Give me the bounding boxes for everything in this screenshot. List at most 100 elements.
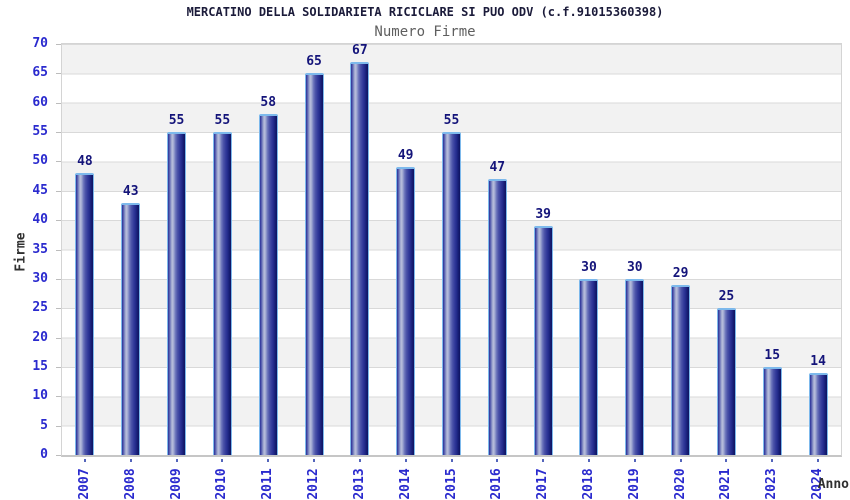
x-tick-mark — [129, 459, 132, 462]
bar-2016 — [487, 179, 507, 455]
x-tick-mark — [542, 459, 545, 462]
bar-value-label: 30 — [626, 259, 643, 275]
x-tick-label: 2015 — [443, 468, 459, 500]
x-tick-mark — [633, 459, 636, 462]
bar-2010 — [212, 132, 232, 455]
y-tick-mark — [56, 103, 61, 104]
x-tick-label: 2021 — [718, 468, 734, 500]
bar-2012 — [304, 73, 324, 455]
bar-value-label: 25 — [718, 289, 735, 305]
y-tick-label: 20 — [32, 329, 48, 345]
y-tick-label: 25 — [32, 300, 48, 316]
y-axis-title: Firme — [13, 232, 29, 272]
x-tick-label: 2011 — [260, 468, 276, 500]
y-tick-mark — [56, 44, 61, 45]
x-tick-label: 2018 — [580, 468, 596, 500]
bar-value-label: 58 — [260, 95, 277, 111]
bar-value-label: 47 — [489, 160, 506, 176]
y-tick-mark — [56, 279, 61, 280]
x-tick-label: 2020 — [672, 468, 688, 500]
x-tick-mark — [817, 459, 820, 462]
x-tick-mark — [496, 459, 499, 462]
x-tick-label: 2017 — [535, 468, 551, 500]
bar-value-label: 55 — [214, 113, 231, 129]
chart-subtitle: Numero Firme — [374, 24, 476, 40]
x-tick-mark — [771, 459, 774, 462]
y-tick-mark — [56, 396, 61, 397]
x-tick-mark — [725, 459, 728, 462]
y-tick-label: 35 — [32, 241, 48, 257]
y-tick-mark — [56, 455, 61, 456]
x-tick-label: 2008 — [122, 468, 138, 500]
bar-value-label: 48 — [77, 154, 93, 170]
bar-2021 — [716, 308, 736, 455]
bar-value-label: 67 — [352, 42, 368, 58]
bar-value-label: 30 — [581, 259, 597, 275]
y-tick-label: 0 — [40, 447, 48, 462]
x-tick-mark — [404, 459, 407, 462]
y-tick-mark — [56, 426, 61, 427]
y-tick-label: 70 — [32, 36, 48, 51]
y-tick-label: 65 — [32, 65, 48, 81]
bar-2013 — [350, 61, 370, 455]
bar-2024 — [808, 372, 828, 455]
y-tick-mark — [56, 132, 61, 133]
x-tick-label: 2007 — [76, 468, 92, 500]
x-tick-mark — [83, 459, 86, 462]
y-tick-mark — [56, 161, 61, 162]
bar-2019 — [625, 278, 645, 455]
bar-value-label: 55 — [168, 113, 185, 129]
x-tick-mark — [221, 459, 224, 462]
bar-2018 — [579, 278, 599, 455]
bar-2015 — [442, 132, 461, 455]
x-tick-label: 2019 — [626, 468, 642, 500]
x-tick-label: 2014 — [397, 468, 413, 500]
x-tick-label: 2023 — [764, 468, 780, 500]
bar-value-label: 14 — [810, 353, 826, 369]
y-tick-label: 10 — [32, 388, 48, 404]
y-tick-mark — [56, 220, 61, 221]
x-tick-mark — [450, 459, 453, 462]
x-tick-mark — [358, 459, 361, 462]
bar-2020 — [671, 284, 691, 455]
y-tick-label: 40 — [32, 212, 48, 228]
chart-title: MERCATINO DELLA SOLIDARIETA RICICLARE SI… — [186, 5, 664, 19]
y-tick-mark — [56, 338, 61, 339]
x-tick-label: 2016 — [489, 468, 505, 500]
x-tick-label: 2009 — [168, 468, 184, 500]
y-tick-label: 5 — [40, 417, 48, 433]
bar-value-label: 49 — [397, 148, 414, 164]
bar-value-label: 15 — [764, 347, 781, 363]
bar-value-label: 39 — [535, 207, 551, 223]
x-tick-label: 2013 — [351, 468, 367, 500]
y-tick-label: 15 — [32, 358, 48, 374]
x-axis-title: Anno — [817, 477, 849, 492]
y-tick-label: 60 — [32, 94, 48, 110]
y-tick-mark — [56, 367, 61, 368]
y-tick-label: 30 — [32, 270, 48, 286]
bar-value-label: 29 — [672, 265, 689, 281]
bar-2014 — [396, 167, 416, 455]
bar-2011 — [258, 114, 278, 455]
y-tick-label: 50 — [32, 153, 48, 169]
x-tick-label: 2012 — [306, 468, 322, 500]
plot-area: 48 43 55 55 58 65 67 49 55 47 39 30 30 29 25 15 14 — [61, 43, 842, 457]
bar-value-label: 43 — [122, 183, 139, 199]
x-tick-label: 2010 — [214, 468, 230, 500]
x-tick-mark — [175, 459, 178, 462]
y-tick-label: 55 — [32, 124, 48, 140]
x-tick-mark — [679, 459, 682, 462]
bar-2017 — [533, 226, 553, 455]
bar-value-label: 55 — [443, 113, 460, 129]
bar-2007 — [75, 173, 95, 455]
x-tick-mark — [587, 459, 590, 462]
x-tick-mark — [313, 459, 316, 462]
bar-2009 — [167, 132, 187, 455]
bar-value-label: 65 — [306, 54, 322, 70]
y-tick-mark — [56, 191, 61, 192]
y-tick-mark — [56, 73, 61, 74]
y-tick-label: 45 — [32, 182, 48, 198]
y-tick-mark — [56, 308, 61, 309]
bar-2023 — [762, 366, 782, 455]
